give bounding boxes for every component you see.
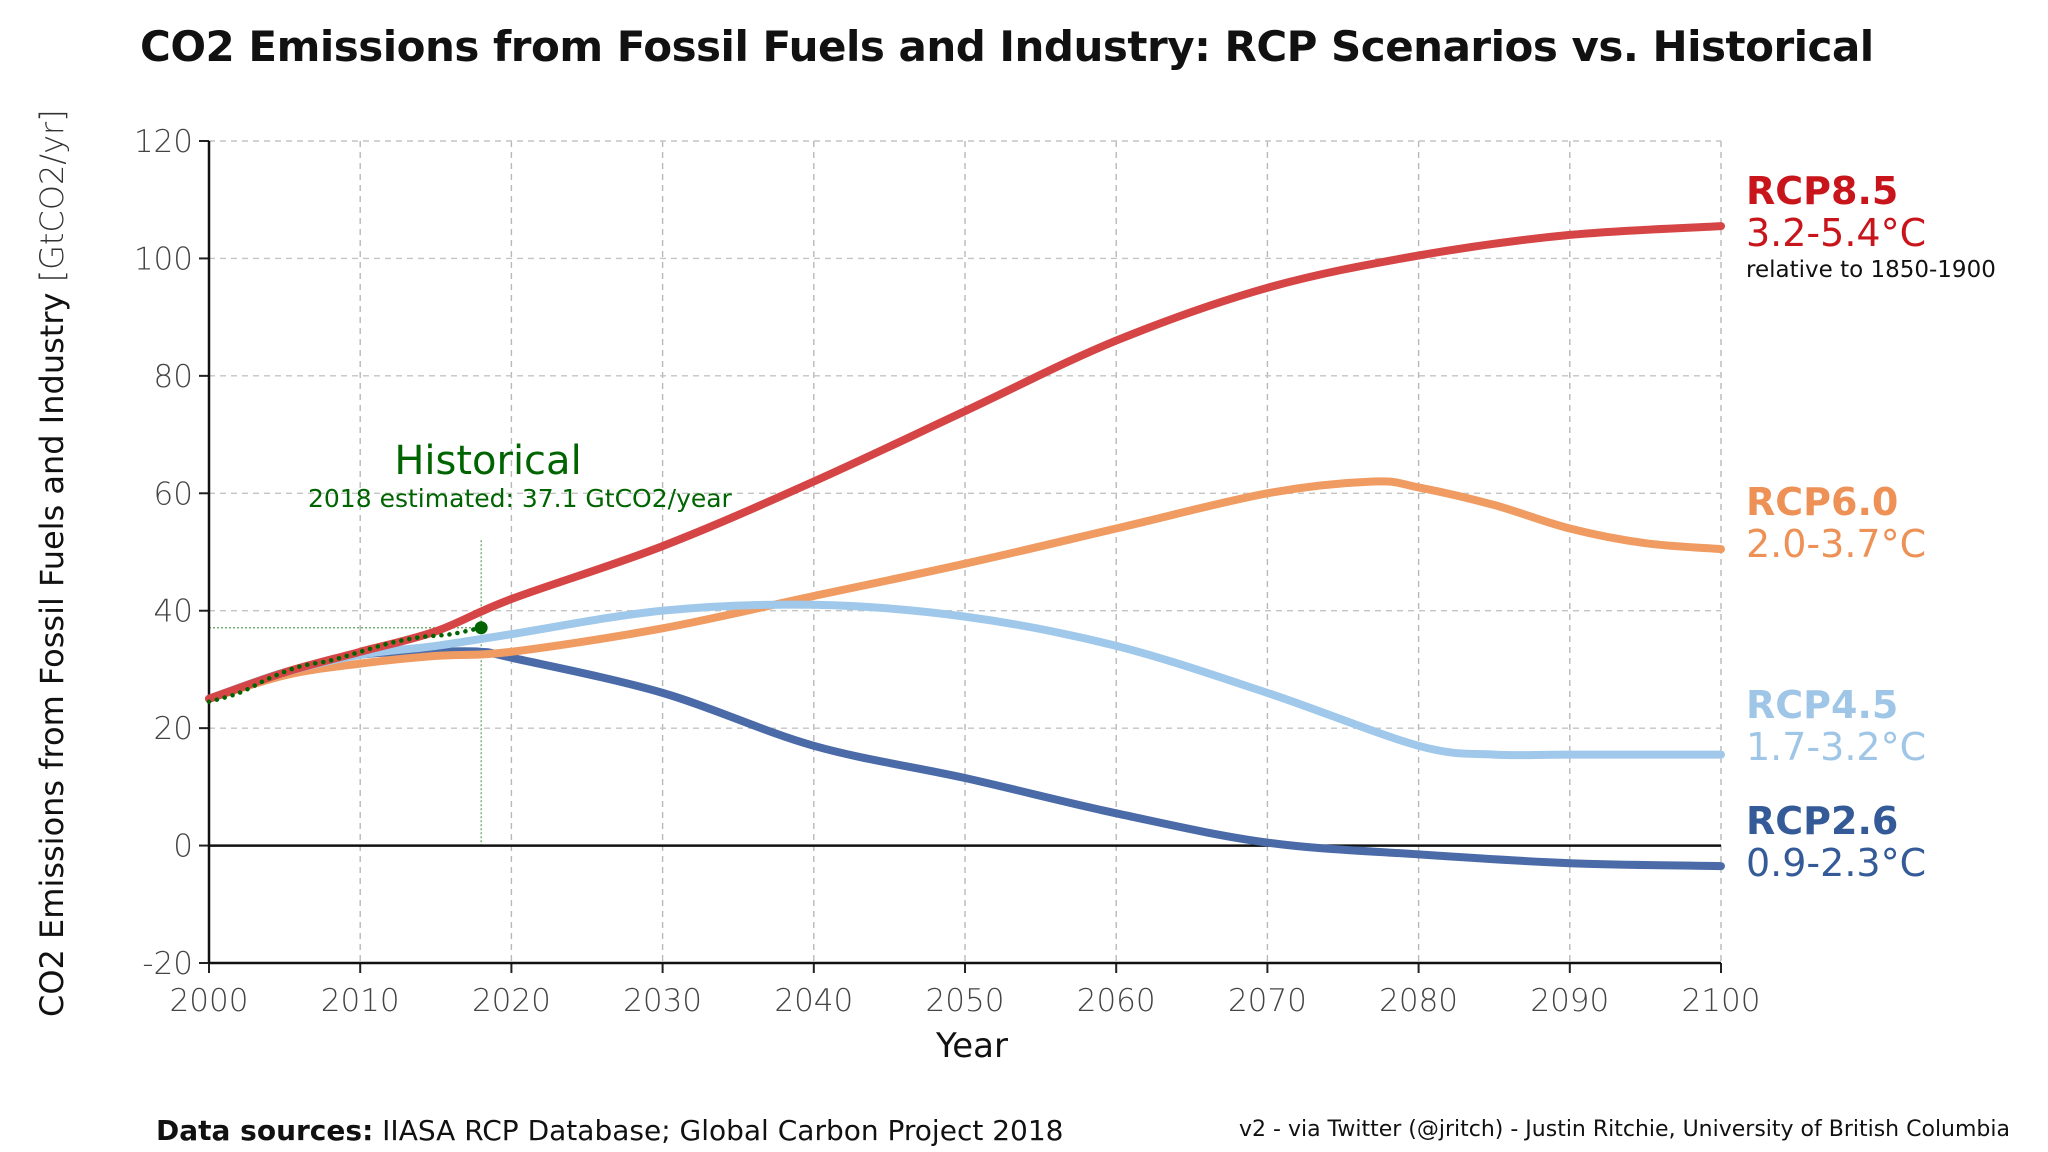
series-line-rcp60 — [205, 477, 1725, 703]
scenario-label-rcp60: RCP6.0 2.0-3.7°C — [1746, 481, 1926, 565]
y-axis-label: CO2 Emissions from Fossil Fuels and Indu… — [33, 109, 71, 1017]
credit-line: v2 - via Twitter (@jritch) - Justin Ritc… — [1239, 1117, 2010, 1142]
y-tick-label: 80 — [154, 359, 193, 395]
scenario-range: 0.9-2.3°C — [1746, 841, 1927, 885]
axes — [199, 140, 1722, 973]
y-tick-label: -20 — [142, 946, 193, 982]
tick-labels: 2000 2010 2020 2030 2040 2050 2060 2070 2080 2090… — [134, 124, 1761, 1019]
scenario-name: RCP8.5 — [1746, 169, 1899, 213]
y-tick-label: 20 — [154, 711, 193, 747]
y-axis-label-text: CO2 Emissions from Fossil Fuels and Indu… — [33, 292, 71, 1017]
x-tick-label: 2100 — [1682, 983, 1761, 1019]
x-tick-label: 2000 — [170, 983, 249, 1019]
x-tick-label: 2010 — [321, 983, 400, 1019]
chart-title: CO2 Emissions from Fossil Fuels and Indu… — [140, 22, 1874, 71]
x-tick-label: 2030 — [623, 983, 702, 1019]
x-axis-label: Year — [936, 1026, 1008, 1066]
data-sources-label: Data sources: — [156, 1114, 374, 1147]
series-line-rcp85 — [205, 222, 1725, 703]
series-line-rcp45 — [205, 600, 1725, 760]
y-tick-label: 60 — [154, 476, 193, 512]
x-tick-label: 2090 — [1530, 983, 1609, 1019]
series-lines — [205, 222, 1725, 871]
data-sources: Data sources: IIASA RCP Database; Global… — [156, 1114, 1063, 1147]
x-tick-label: 2040 — [774, 983, 853, 1019]
series-line-historical — [206, 625, 484, 704]
y-tick-label: 100 — [134, 241, 193, 277]
scenario-range: 3.2-5.4°C — [1746, 211, 1927, 255]
y-axis-unit: [GtCO2/yr] — [33, 109, 71, 283]
relative-note: relative to 1850-1900 — [1746, 257, 1996, 283]
x-tick-label: 2050 — [926, 983, 1005, 1019]
scenario-range: 1.7-3.2°C — [1746, 725, 1927, 769]
scenario-name: RCP6.0 — [1746, 480, 1899, 524]
x-tick-label: 2060 — [1077, 983, 1156, 1019]
historical-title: Historical — [394, 438, 582, 484]
scenario-label-rcp85: RCP8.5 3.2-5.4°C relative to 1850-1900 — [1746, 170, 1996, 286]
y-tick-label: 0 — [173, 829, 193, 865]
scenario-name: RCP2.6 — [1746, 799, 1899, 843]
scenario-label-rcp26: RCP2.6 0.9-2.3°C — [1746, 800, 1926, 884]
x-tick-label: 2070 — [1228, 983, 1307, 1019]
historical-guide-lines — [209, 540, 482, 846]
historical-2018-point — [474, 621, 488, 635]
x-tick-label: 2020 — [472, 983, 551, 1019]
scenario-label-rcp45: RCP4.5 1.7-3.2°C — [1746, 684, 1926, 768]
y-tick-label: 40 — [154, 594, 193, 630]
grid-lines — [209, 140, 1722, 963]
scenario-range: 2.0-3.7°C — [1746, 522, 1927, 566]
x-tick-label: 2080 — [1379, 983, 1458, 1019]
scenario-name: RCP4.5 — [1746, 683, 1899, 727]
historical-note: 2018 estimated: 37.1 GtCO2/year — [308, 484, 732, 513]
historical-annotation: Historical 2018 estimated: 37.1 GtCO2/ye… — [308, 438, 732, 514]
data-sources-text: IIASA RCP Database; Global Carbon Projec… — [382, 1114, 1064, 1147]
y-tick-label: 120 — [134, 124, 193, 160]
